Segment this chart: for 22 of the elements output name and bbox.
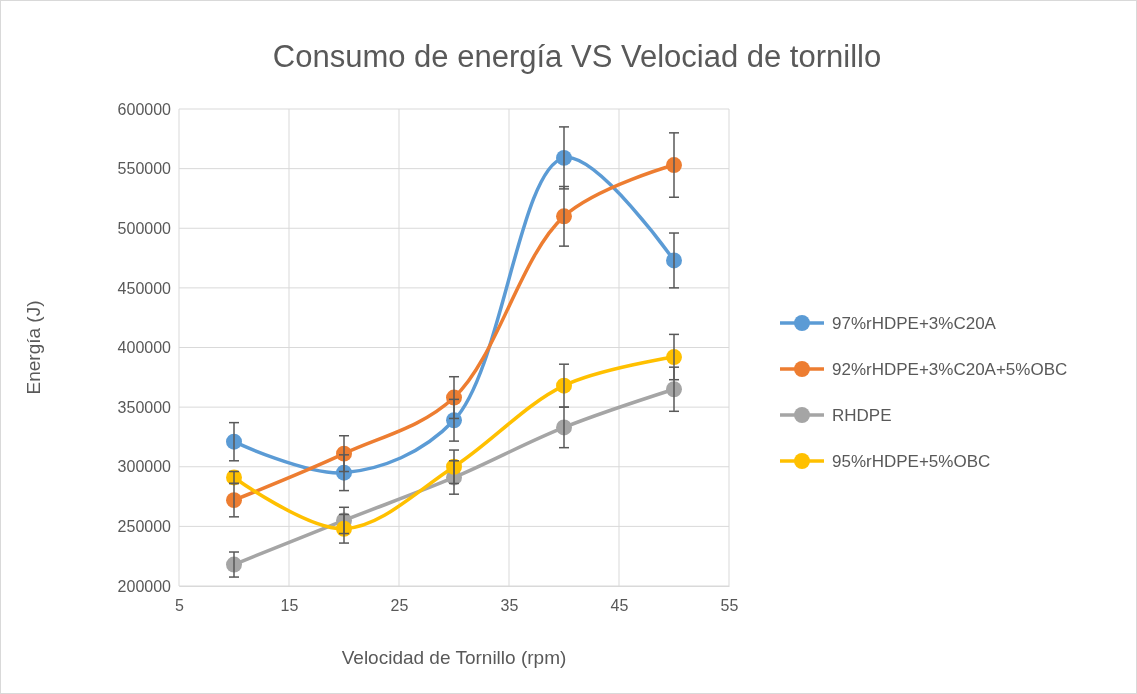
- y-tick-label: 200000: [117, 577, 172, 595]
- y-tick-label: 350000: [117, 398, 172, 416]
- chart-title: Consumo de energía VS Velociad de tornillo: [272, 39, 882, 74]
- legend-label: 95%rHDPE+5%OBC: [832, 452, 991, 471]
- x-tick-label: 25: [390, 597, 409, 615]
- x-tick-label: 35: [500, 597, 519, 615]
- x-tick-label: 5: [175, 597, 185, 615]
- legend-label: RHDPE: [832, 406, 892, 425]
- y-tick-label: 400000: [117, 339, 172, 357]
- x-tick-label: 15: [280, 597, 299, 615]
- y-tick-label: 300000: [117, 458, 172, 476]
- x-tick-label: 45: [610, 597, 629, 615]
- y-tick-label: 500000: [117, 219, 172, 237]
- x-axis-title: Velocidad de Tornillo (rpm): [341, 647, 567, 668]
- y-tick-label: 250000: [117, 517, 172, 535]
- legend-label: 92%rHDPE+3%C20A+5%OBC: [832, 360, 1068, 379]
- y-axis-title: Energía (J): [23, 300, 44, 395]
- y-tick-label: 550000: [117, 160, 172, 178]
- legend-label: 97%rHDPE+3%C20A: [832, 314, 997, 333]
- y-tick-label: 600000: [117, 100, 172, 118]
- x-tick-label: 55: [720, 597, 739, 615]
- y-tick-label: 450000: [117, 279, 172, 297]
